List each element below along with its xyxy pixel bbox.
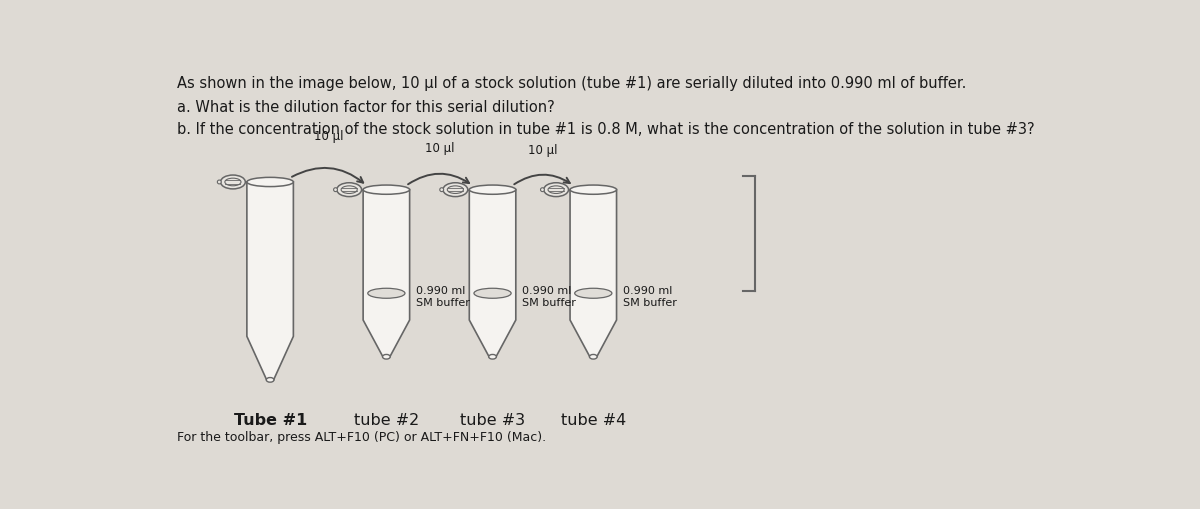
Text: tube #4: tube #4	[560, 413, 626, 428]
Ellipse shape	[544, 183, 569, 196]
Ellipse shape	[383, 354, 390, 359]
Ellipse shape	[221, 175, 245, 189]
Text: 10 μl: 10 μl	[313, 130, 343, 144]
Ellipse shape	[448, 186, 463, 193]
Ellipse shape	[341, 186, 358, 193]
Ellipse shape	[224, 178, 241, 186]
Ellipse shape	[575, 288, 612, 298]
Ellipse shape	[570, 185, 617, 194]
Text: 10 μl: 10 μl	[528, 144, 558, 157]
Ellipse shape	[540, 188, 545, 191]
Ellipse shape	[247, 177, 293, 187]
Ellipse shape	[364, 185, 409, 194]
Text: tube #2: tube #2	[354, 413, 419, 428]
Ellipse shape	[469, 185, 516, 194]
Text: tube #3: tube #3	[460, 413, 526, 428]
Text: 0.990 ml
SM buffer: 0.990 ml SM buffer	[416, 287, 469, 308]
Ellipse shape	[488, 354, 497, 359]
Text: b. If the concentration of the stock solution in tube #1 is 0.8 M, what is the c: b. If the concentration of the stock sol…	[178, 122, 1034, 137]
Ellipse shape	[439, 188, 444, 191]
Polygon shape	[364, 190, 409, 357]
Ellipse shape	[334, 188, 337, 191]
Ellipse shape	[589, 354, 598, 359]
Polygon shape	[247, 182, 293, 380]
Ellipse shape	[367, 288, 404, 298]
Ellipse shape	[548, 186, 564, 193]
Text: 0.990 ml
SM buffer: 0.990 ml SM buffer	[623, 287, 677, 308]
Ellipse shape	[443, 183, 468, 196]
Text: Tube #1: Tube #1	[234, 413, 307, 428]
Ellipse shape	[266, 378, 274, 382]
Ellipse shape	[217, 180, 221, 184]
Ellipse shape	[474, 288, 511, 298]
Ellipse shape	[337, 183, 361, 196]
Polygon shape	[469, 190, 516, 357]
Text: For the toolbar, press ALT+F10 (PC) or ALT+FN+F10 (Mac).: For the toolbar, press ALT+F10 (PC) or A…	[178, 431, 546, 444]
Text: 10 μl: 10 μl	[425, 142, 455, 155]
Text: As shown in the image below, 10 μl of a stock solution (tube #1) are serially di: As shown in the image below, 10 μl of a …	[178, 76, 966, 91]
Polygon shape	[570, 190, 617, 357]
Text: a. What is the dilution factor for this serial dilution?: a. What is the dilution factor for this …	[178, 100, 554, 116]
Text: 0.990 ml
SM buffer: 0.990 ml SM buffer	[522, 287, 576, 308]
